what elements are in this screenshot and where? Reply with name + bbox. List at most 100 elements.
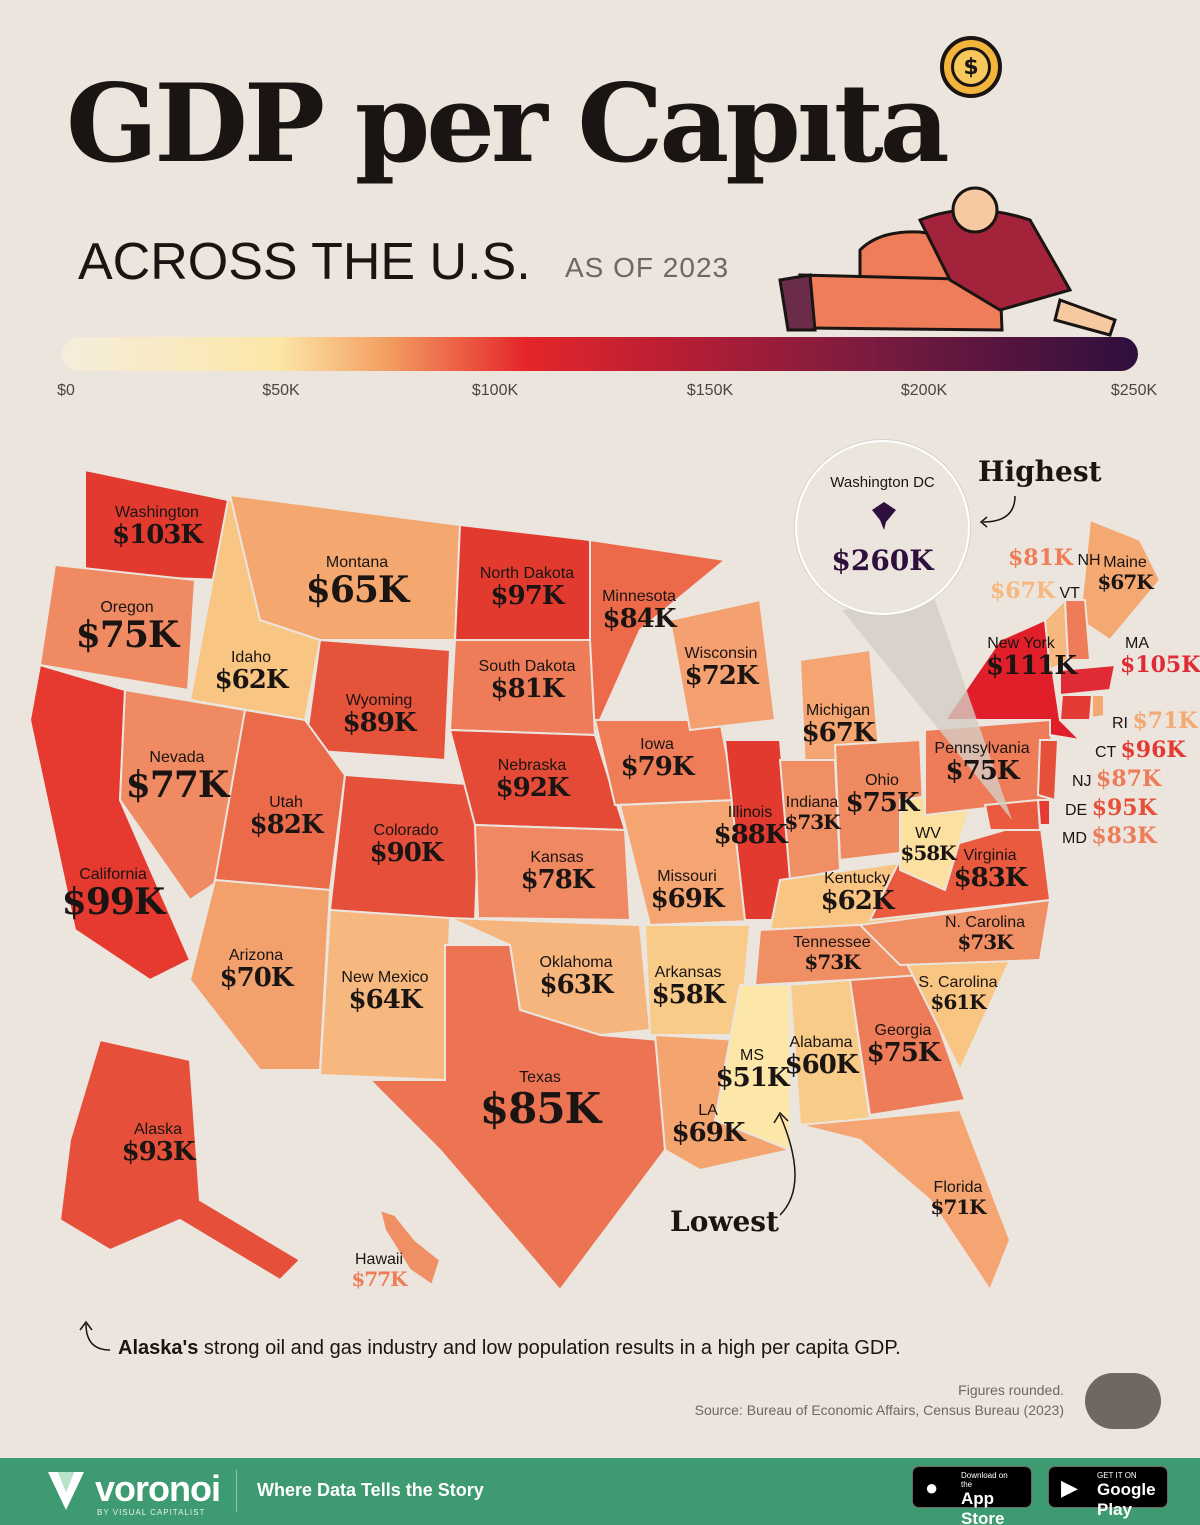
label-maryland: MD $83K	[1062, 823, 1157, 849]
label-utah: Utah $82K	[249, 794, 324, 840]
label-rhode-island: RI $71K	[1112, 708, 1198, 734]
brand-name: voronoi	[95, 1468, 221, 1509]
alaska-note-arrow	[79, 1320, 111, 1351]
state-alaska	[58, 1038, 302, 1282]
label-virginia: Virginia $83K	[953, 847, 1028, 893]
label-texas: Texas $85K	[479, 1069, 601, 1133]
play-icon: ▶	[1061, 1475, 1078, 1500]
label-connecticut: CT $96K	[1095, 737, 1186, 763]
state-florida	[799, 1108, 1012, 1293]
state-connecticut	[1058, 694, 1094, 721]
state-new-york	[943, 618, 1083, 742]
label-new-hampshire: $81K NH	[1008, 545, 1101, 571]
state-rhode-island	[1091, 694, 1105, 720]
state-mississippi	[713, 984, 791, 1152]
dc-callout-cone	[842, 600, 1012, 820]
label-arkansas: Arkansas $58K	[651, 964, 726, 1010]
label-michigan: Michigan $67K	[801, 702, 876, 748]
label-iowa: Iowa $79K	[620, 736, 695, 782]
label-vermont: $67K VT	[990, 578, 1080, 604]
label-west-virginia: WV $58K	[900, 825, 956, 865]
state-nevada	[118, 688, 247, 902]
state-montana	[228, 493, 462, 641]
legend-tick: $150K	[686, 382, 734, 399]
legend-tick: $200K	[900, 382, 948, 399]
legend-tick: $0	[57, 382, 75, 399]
tagline: Where Data Tells the Story	[257, 1480, 484, 1500]
dc-callout: Washington DC $260K	[795, 440, 970, 615]
reclining-person-illustration	[778, 186, 1117, 337]
label-oklahoma: Oklahoma $63K	[539, 954, 614, 1000]
highest-annotation: Highest	[978, 455, 1102, 488]
highest-arrow	[979, 495, 1016, 528]
state-virginia	[868, 818, 1052, 922]
label-delaware: DE $95K	[1065, 795, 1157, 821]
us-map	[28, 468, 1162, 1293]
label-nebraska: Nebraska $92K	[495, 757, 570, 803]
lowest-annotation: Lowest	[670, 1205, 779, 1238]
state-new-hampshire	[1063, 599, 1092, 661]
app-store-button[interactable]: ● Download on the App Store	[912, 1466, 1032, 1525]
state-hawaii	[378, 1208, 442, 1287]
title-part-2: ta	[833, 61, 950, 187]
color-scale-bar	[62, 337, 1138, 371]
label-missouri: Missouri $69K	[650, 868, 725, 914]
dollar-coin-icon: $	[940, 36, 1002, 98]
label-ohio: Ohio $75K	[845, 772, 920, 818]
label-washington: Washington $103K	[112, 504, 203, 550]
footer: voronoi BY VISUAL CAPITALIST Where Data …	[0, 1458, 1200, 1525]
label-new-mexico: New Mexico $64K	[341, 969, 429, 1015]
state-oregon	[38, 563, 197, 692]
state-wyoming	[303, 638, 452, 762]
dc-shape-icon	[872, 502, 896, 530]
state-utah	[213, 708, 347, 892]
label-minnesota: Minnesota $84K	[602, 588, 676, 634]
dc-name: Washington DC	[830, 474, 935, 491]
label-alabama: Alabama $60K	[784, 1034, 859, 1080]
alaska-note: Alaska's strong oil and gas industry and…	[118, 1337, 901, 1359]
apple-icon: ●	[925, 1475, 939, 1500]
label-mississippi: MS $51K	[715, 1047, 790, 1093]
legend-tick: $250K	[1110, 382, 1158, 399]
label-nevada: Nevada $77K	[125, 749, 229, 806]
label-new-jersey: NJ $87K	[1072, 766, 1162, 792]
label-new-york: New York $111K	[986, 635, 1077, 681]
label-indiana: Indiana $73K	[784, 794, 840, 834]
voronoi-logo-icon	[48, 1472, 84, 1510]
label-arizona: Arizona $70K	[219, 947, 294, 993]
state-arizona	[188, 878, 332, 1071]
state-maryland	[983, 798, 1042, 831]
title-i-stem: ı	[796, 61, 838, 187]
label-louisiana: LA $69K	[671, 1102, 746, 1148]
label-alaska: Alaska $93K	[121, 1121, 196, 1167]
label-tennessee: Tennessee $73K	[793, 934, 871, 974]
label-north-carolina: N. Carolina $73K	[944, 914, 1026, 954]
label-kentucky: Kentucky $62K	[820, 870, 895, 916]
state-indiana	[778, 759, 842, 882]
page-title: GDP per Capıta	[66, 70, 950, 178]
state-north-carolina	[857, 898, 1052, 967]
state-massachusetts	[1059, 663, 1117, 697]
mascot-icon	[1085, 1373, 1161, 1429]
figures-rounded: Figures rounded.	[958, 1382, 1064, 1398]
label-pennsylvania: Pennsylvania $75K	[934, 740, 1030, 786]
source-block: Figures rounded. Source: Bureau of Econo…	[695, 1380, 1064, 1421]
lowest-arrow	[773, 1111, 796, 1216]
legend-tick: $100K	[471, 382, 519, 399]
label-hawaii: Hawaii $77K	[351, 1251, 407, 1291]
label-idaho: Idaho $62K	[214, 649, 289, 695]
label-north-dakota: North Dakota $97K	[479, 565, 575, 611]
label-georgia: Georgia $75K	[866, 1022, 941, 1068]
google-play-button[interactable]: ▶ GET IT ON Google Play	[1048, 1466, 1168, 1519]
title-part-1: GDP per Cap	[66, 61, 801, 187]
label-wisconsin: Wisconsin $72K	[684, 645, 759, 691]
state-wisconsin	[668, 598, 777, 732]
brand-subtitle: BY VISUAL CAPITALIST	[97, 1508, 206, 1517]
state-new-jersey	[1036, 739, 1060, 802]
state-kansas	[473, 823, 632, 922]
label-massachusetts-value: $105K	[1120, 652, 1200, 678]
label-illinois: Illinois $88K	[713, 804, 788, 850]
label-colorado: Colorado $90K	[369, 822, 444, 868]
subtitle: ACROSS THE U.S.	[78, 233, 531, 291]
label-oregon: Oregon $75K	[75, 599, 179, 656]
